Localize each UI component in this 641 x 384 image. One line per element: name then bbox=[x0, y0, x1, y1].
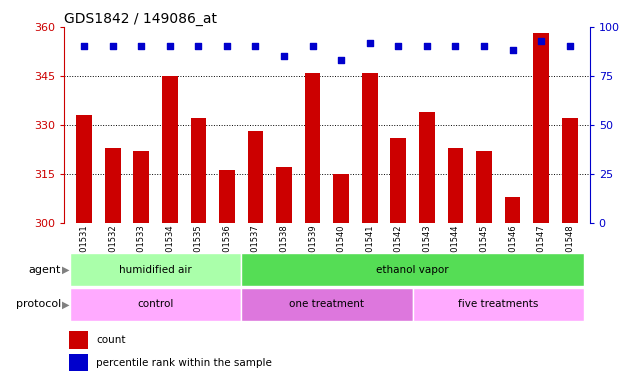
Bar bbox=[304, 73, 320, 223]
Bar bbox=[76, 115, 92, 223]
Point bbox=[393, 43, 403, 50]
Point bbox=[251, 43, 261, 50]
Bar bbox=[241, 288, 413, 321]
Text: ethanol vapor: ethanol vapor bbox=[376, 265, 449, 275]
Bar bbox=[190, 118, 206, 223]
Point bbox=[365, 40, 375, 46]
Point bbox=[193, 43, 203, 50]
Bar bbox=[241, 253, 584, 286]
Text: agent: agent bbox=[28, 265, 61, 275]
Point bbox=[336, 57, 346, 63]
Bar bbox=[247, 131, 263, 223]
Bar bbox=[390, 138, 406, 223]
Text: ▶: ▶ bbox=[62, 265, 70, 275]
Point bbox=[279, 53, 289, 60]
Text: one treatment: one treatment bbox=[289, 299, 365, 310]
Bar bbox=[447, 148, 463, 223]
Point bbox=[451, 43, 461, 50]
Bar bbox=[413, 288, 584, 321]
Point bbox=[565, 43, 575, 50]
Bar bbox=[419, 112, 435, 223]
Bar bbox=[533, 33, 549, 223]
Point bbox=[222, 43, 232, 50]
Point bbox=[308, 43, 318, 50]
Bar bbox=[219, 170, 235, 223]
Point bbox=[165, 43, 175, 50]
Point bbox=[79, 43, 89, 50]
Bar bbox=[70, 288, 241, 321]
Bar bbox=[70, 253, 241, 286]
Point bbox=[508, 47, 518, 53]
Bar bbox=[504, 197, 520, 223]
Bar bbox=[333, 174, 349, 223]
Bar bbox=[69, 354, 88, 371]
Bar bbox=[105, 148, 121, 223]
Text: percentile rank within the sample: percentile rank within the sample bbox=[96, 358, 272, 368]
Point bbox=[422, 43, 432, 50]
Bar bbox=[133, 151, 149, 223]
Point bbox=[479, 43, 489, 50]
Text: count: count bbox=[96, 335, 126, 345]
Text: five treatments: five treatments bbox=[458, 299, 538, 310]
Text: GDS1842 / 149086_at: GDS1842 / 149086_at bbox=[64, 12, 217, 26]
Point bbox=[108, 43, 118, 50]
Point bbox=[536, 38, 546, 44]
Text: ▶: ▶ bbox=[62, 299, 70, 310]
Bar bbox=[476, 151, 492, 223]
Text: control: control bbox=[137, 299, 174, 310]
Bar bbox=[362, 73, 378, 223]
Bar bbox=[562, 118, 578, 223]
Bar bbox=[69, 331, 88, 349]
Point bbox=[136, 43, 146, 50]
Bar bbox=[162, 76, 178, 223]
Text: humidified air: humidified air bbox=[119, 265, 192, 275]
Text: protocol: protocol bbox=[15, 299, 61, 310]
Bar bbox=[276, 167, 292, 223]
